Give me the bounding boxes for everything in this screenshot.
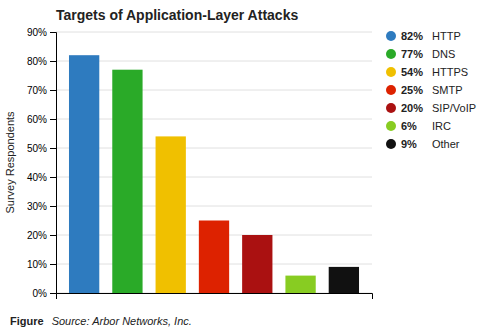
y-axis: 0% 10% 20% 30% 40% 50% 60% 70% 80% 90% — [27, 27, 57, 299]
grid-line — [56, 32, 372, 33]
legend-label: IRC — [432, 120, 451, 132]
bar — [156, 136, 186, 293]
y-tick-mark — [50, 293, 56, 294]
y-tick-label: 20% — [27, 230, 47, 241]
y-tick: 90% — [27, 27, 56, 38]
grid-line — [56, 148, 372, 149]
y-tick-label: 40% — [27, 172, 47, 183]
legend-value: 25% — [401, 84, 423, 96]
grid-line — [56, 206, 372, 207]
caption: Figure — [10, 315, 44, 327]
y-tick-mark — [50, 32, 56, 33]
y-tick-mark — [50, 148, 56, 149]
bar — [199, 221, 229, 294]
legend-item: 54% HTTPS — [386, 66, 468, 78]
legend-item: 82% HTTP — [386, 30, 461, 42]
title: Targets of Application-Layer Attacks — [56, 7, 298, 23]
y-tick-label: 70% — [27, 85, 47, 96]
legend-item: 9% Other — [386, 138, 460, 150]
y-tick-mark — [50, 119, 56, 120]
y-tick: 50% — [27, 143, 56, 154]
y-tick-label: 0% — [33, 288, 48, 299]
caption: Source: Arbor Networks, Inc. — [52, 315, 192, 327]
legend-marker — [386, 31, 396, 41]
legend-item: 6% IRC — [386, 120, 451, 132]
y-tick-mark — [50, 61, 56, 62]
legend-label: Other — [432, 138, 460, 150]
legend-marker — [386, 49, 396, 59]
y-tick: 80% — [27, 56, 56, 67]
legend-label: SMTP — [432, 84, 463, 96]
grid — [56, 32, 372, 293]
y-tick: 70% — [27, 85, 56, 96]
legend-item: 77% DNS — [386, 48, 455, 60]
legend-value: 6% — [401, 120, 417, 132]
bar — [242, 235, 272, 293]
y-tick-label: 90% — [27, 27, 47, 38]
grid-line — [56, 177, 372, 178]
plot: 0% 10% 20% 30% 40% 50% 60% 70% 80% 90% — [27, 27, 373, 299]
y-tick-label: 30% — [27, 201, 47, 212]
chart: Targets of Application-Layer Attacks 0% 10… — [0, 0, 500, 333]
y-tick-mark — [50, 177, 56, 178]
legend-marker — [386, 121, 396, 131]
y-tick-label: 10% — [27, 259, 47, 270]
legend: 82% HTTP 77% DNS 54% HTTPS 25% SMTP 20% SIP/VoIP 6… — [386, 30, 476, 150]
y-tick: 30% — [27, 201, 56, 212]
x-axis-line — [57, 294, 373, 300]
y-axis-line — [50, 33, 57, 294]
bar — [112, 70, 142, 293]
legend-label: HTTP — [432, 30, 461, 42]
y-tick: 40% — [27, 172, 56, 183]
y-tick: 60% — [27, 114, 56, 125]
legend-item: 25% SMTP — [386, 84, 463, 96]
legend-value: 77% — [401, 48, 423, 60]
y-axis-title: Survey Respondents — [4, 111, 16, 214]
y-tick-label: 60% — [27, 114, 47, 125]
y-tick: 20% — [27, 230, 56, 241]
y-tick-label: 80% — [27, 56, 47, 67]
bar — [69, 55, 99, 293]
legend-label: DNS — [432, 48, 455, 60]
bars — [69, 55, 359, 293]
bar — [285, 276, 315, 293]
legend-label: HTTPS — [432, 66, 468, 78]
y-tick-mark — [50, 90, 56, 91]
legend-marker — [386, 85, 396, 95]
bar — [329, 267, 359, 293]
x-axis — [57, 294, 373, 300]
y-tick: 0% — [33, 288, 56, 299]
grid-line — [56, 119, 372, 120]
legend-value: 82% — [401, 30, 423, 42]
legend-marker — [386, 139, 396, 149]
legend-value: 20% — [401, 102, 423, 114]
y-tick-mark — [50, 264, 56, 265]
legend-value: 54% — [401, 66, 423, 78]
legend-item: 20% SIP/VoIP — [386, 102, 476, 114]
legend-value: 9% — [401, 138, 417, 150]
grid-line — [56, 61, 372, 62]
y-tick: 10% — [27, 259, 56, 270]
legend-marker — [386, 67, 396, 77]
grid-line — [56, 90, 372, 91]
y-tick-label: 50% — [27, 143, 47, 154]
y-tick-mark — [50, 235, 56, 236]
y-tick-mark — [50, 206, 56, 207]
legend-label: SIP/VoIP — [432, 102, 476, 114]
legend-marker — [386, 103, 396, 113]
